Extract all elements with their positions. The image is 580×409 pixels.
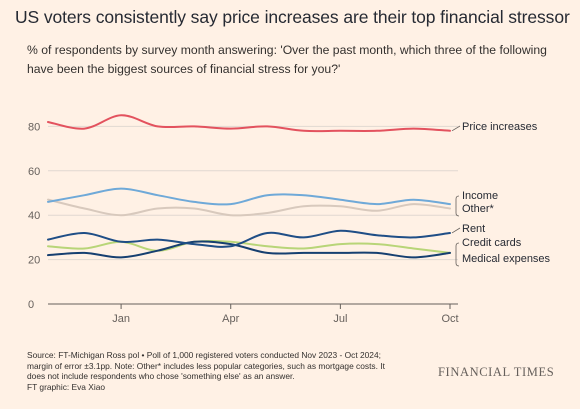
- series-label: Income: [462, 190, 498, 202]
- source-line: margin of error ±3.1pp. Note: Other* inc…: [27, 360, 385, 371]
- y-tick-label: 0: [28, 299, 34, 311]
- series-label: Credit cards: [462, 237, 522, 249]
- x-tick-label: Apr: [222, 313, 239, 325]
- series-label: Price increases: [462, 121, 538, 133]
- y-tick-label: 40: [28, 210, 40, 222]
- x-tick-label: Oct: [441, 313, 458, 325]
- source-note: Source: FT-Michigan Ross pol • Poll of 1…: [27, 350, 422, 392]
- y-tick-label: 20: [28, 255, 40, 267]
- y-tick-label: 60: [28, 166, 40, 178]
- source-line: Source: FT-Michigan Ross pol • Poll of 1…: [27, 350, 381, 360]
- series-line-credit-cards: [47, 240, 451, 254]
- series-label: Rent: [462, 223, 485, 235]
- chart-title: US voters consistently say price increas…: [15, 7, 570, 27]
- series-line-other: [47, 198, 451, 217]
- series-line-rent: [47, 229, 451, 248]
- x-tick-label: Jan: [112, 313, 130, 325]
- source-line: FT graphic: Eva Xiao: [27, 381, 106, 392]
- source-line: does not include respondents who chose '…: [27, 371, 295, 382]
- ft-brand-logo: FINANCIAL TIMES: [438, 365, 555, 379]
- label-leader: [451, 125, 461, 132]
- label-bracket: [455, 195, 460, 217]
- series-line-medical-expenses: [47, 240, 451, 259]
- series-line-price-increases: [47, 114, 451, 133]
- series-line-income: [47, 187, 451, 206]
- series-label: Other*: [462, 203, 495, 215]
- x-tick-label: Jul: [333, 313, 347, 325]
- label-leader: [451, 227, 461, 234]
- y-tick-label: 80: [28, 121, 40, 133]
- chart-subtitle: % of respondents by survey month answeri…: [27, 43, 547, 76]
- series-label: Medical expenses: [462, 253, 551, 265]
- label-bracket: [455, 242, 460, 267]
